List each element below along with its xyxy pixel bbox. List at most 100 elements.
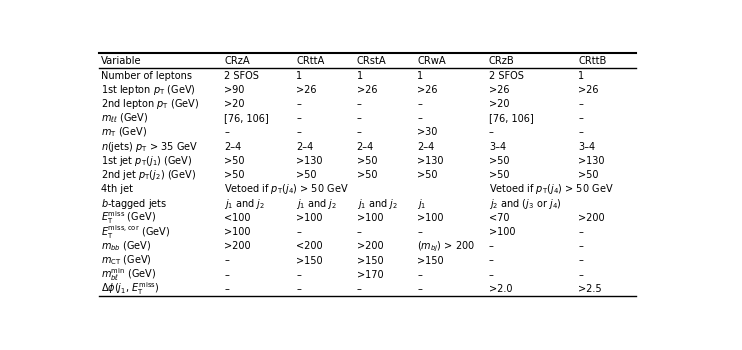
Text: –: – — [578, 270, 583, 280]
Text: $(m_{bj})$ > 200: $(m_{bj})$ > 200 — [417, 239, 475, 253]
Text: 1: 1 — [578, 71, 584, 80]
Text: >200: >200 — [224, 241, 251, 251]
Text: –: – — [296, 99, 301, 109]
Text: 1: 1 — [357, 71, 363, 80]
Text: $m_\mathrm{T}$ (GeV): $m_\mathrm{T}$ (GeV) — [101, 126, 147, 139]
Text: >26: >26 — [578, 85, 599, 95]
Text: $j_1$ and $j_2$: $j_1$ and $j_2$ — [357, 197, 398, 211]
Text: $n$(jets) $p_\mathrm{T}$ > 35 GeV: $n$(jets) $p_\mathrm{T}$ > 35 GeV — [101, 140, 198, 154]
Text: >150: >150 — [296, 256, 323, 266]
Text: 1: 1 — [296, 71, 303, 80]
Text: –: – — [296, 113, 301, 123]
Text: >100: >100 — [357, 213, 383, 223]
Text: –: – — [417, 227, 422, 237]
Text: –: – — [417, 113, 422, 123]
Text: <100: <100 — [224, 213, 251, 223]
Text: –: – — [489, 256, 494, 266]
Text: >130: >130 — [296, 156, 323, 166]
Text: $m_\mathrm{CT}$ (GeV): $m_\mathrm{CT}$ (GeV) — [101, 254, 151, 267]
Text: $j_1$ and $j_2$: $j_1$ and $j_2$ — [224, 197, 266, 211]
Text: >100: >100 — [296, 213, 323, 223]
Text: >2.5: >2.5 — [578, 284, 602, 294]
Text: –: – — [417, 270, 422, 280]
Text: 2–4: 2–4 — [357, 142, 374, 152]
Text: –: – — [489, 241, 494, 251]
Text: >26: >26 — [417, 85, 438, 95]
Text: 3–4: 3–4 — [489, 142, 506, 152]
Text: Vetoed if $p_\mathrm{T}(j_4)$ > 50 GeV: Vetoed if $p_\mathrm{T}(j_4)$ > 50 GeV — [489, 182, 614, 196]
Text: –: – — [357, 113, 361, 123]
Text: >20: >20 — [489, 99, 510, 109]
Text: >26: >26 — [296, 85, 317, 95]
Text: 2nd jet $p_\mathrm{T}(j_2)$ (GeV): 2nd jet $p_\mathrm{T}(j_2)$ (GeV) — [101, 168, 196, 182]
Text: >2.0: >2.0 — [489, 284, 513, 294]
Text: –: – — [357, 227, 361, 237]
Text: CRttA: CRttA — [296, 56, 325, 65]
Text: –: – — [578, 241, 583, 251]
Text: CRttB: CRttB — [578, 56, 606, 65]
Text: 1: 1 — [417, 71, 423, 80]
Text: 2nd lepton $p_\mathrm{T}$ (GeV): 2nd lepton $p_\mathrm{T}$ (GeV) — [101, 97, 199, 111]
Text: $m_{bb}$ (GeV): $m_{bb}$ (GeV) — [101, 239, 151, 253]
Text: 2–4: 2–4 — [224, 142, 242, 152]
Text: >130: >130 — [578, 156, 605, 166]
Text: 2 SFOS: 2 SFOS — [224, 71, 259, 80]
Text: >50: >50 — [578, 170, 599, 180]
Text: >20: >20 — [224, 99, 245, 109]
Text: 1st lepton $p_\mathrm{T}$ (GeV): 1st lepton $p_\mathrm{T}$ (GeV) — [101, 83, 196, 97]
Text: $j_2$ and ($j_3$ or $j_4$): $j_2$ and ($j_3$ or $j_4$) — [489, 197, 562, 211]
Text: >50: >50 — [296, 170, 317, 180]
Text: CRwA: CRwA — [417, 56, 446, 65]
Text: <70: <70 — [489, 213, 510, 223]
Text: –: – — [578, 99, 583, 109]
Text: CRstA: CRstA — [357, 56, 387, 65]
Text: >26: >26 — [489, 85, 510, 95]
Text: <200: <200 — [296, 241, 323, 251]
Text: –: – — [357, 284, 361, 294]
Text: Number of leptons: Number of leptons — [101, 71, 191, 80]
Text: $E_\mathrm{T}^\mathrm{miss,cor}$ (GeV): $E_\mathrm{T}^\mathrm{miss,cor}$ (GeV) — [101, 224, 170, 241]
Text: >50: >50 — [224, 170, 245, 180]
Text: –: – — [296, 270, 301, 280]
Text: [76, 106]: [76, 106] — [489, 113, 533, 123]
Text: $b$-tagged jets: $b$-tagged jets — [101, 197, 167, 211]
Text: $j_1$: $j_1$ — [417, 197, 427, 211]
Text: >170: >170 — [357, 270, 384, 280]
Text: –: – — [224, 284, 229, 294]
Text: –: – — [357, 99, 361, 109]
Text: >130: >130 — [417, 156, 444, 166]
Text: >100: >100 — [224, 227, 251, 237]
Text: –: – — [224, 127, 229, 138]
Text: 3–4: 3–4 — [578, 142, 595, 152]
Text: –: – — [296, 227, 301, 237]
Text: –: – — [417, 99, 422, 109]
Text: >200: >200 — [357, 241, 384, 251]
Text: –: – — [296, 127, 301, 138]
Text: $m_{b\ell}^\mathrm{min}$ (GeV): $m_{b\ell}^\mathrm{min}$ (GeV) — [101, 266, 156, 283]
Text: >50: >50 — [224, 156, 245, 166]
Text: >26: >26 — [357, 85, 377, 95]
Text: –: – — [357, 127, 361, 138]
Text: 2–4: 2–4 — [296, 142, 314, 152]
Text: >150: >150 — [417, 256, 444, 266]
Text: [76, 106]: [76, 106] — [224, 113, 269, 123]
Text: Variable: Variable — [101, 56, 142, 65]
Text: >100: >100 — [489, 227, 516, 237]
Text: >90: >90 — [224, 85, 245, 95]
Text: –: – — [578, 113, 583, 123]
Text: $j_1$ and $j_2$: $j_1$ and $j_2$ — [296, 197, 338, 211]
Text: –: – — [489, 270, 494, 280]
Text: –: – — [224, 256, 229, 266]
Text: CRzA: CRzA — [224, 56, 250, 65]
Text: 1st jet $p_\mathrm{T}(j_1)$ (GeV): 1st jet $p_\mathrm{T}(j_1)$ (GeV) — [101, 154, 192, 168]
Text: 2–4: 2–4 — [417, 142, 434, 152]
Text: –: – — [578, 227, 583, 237]
Text: CRzB: CRzB — [489, 56, 515, 65]
Text: >150: >150 — [357, 256, 384, 266]
Text: 2 SFOS: 2 SFOS — [489, 71, 524, 80]
Text: $m_{\ell\ell}$ (GeV): $m_{\ell\ell}$ (GeV) — [101, 111, 148, 125]
Text: –: – — [578, 256, 583, 266]
Text: –: – — [417, 284, 422, 294]
Text: >50: >50 — [357, 170, 377, 180]
Text: 4th jet: 4th jet — [101, 184, 133, 194]
